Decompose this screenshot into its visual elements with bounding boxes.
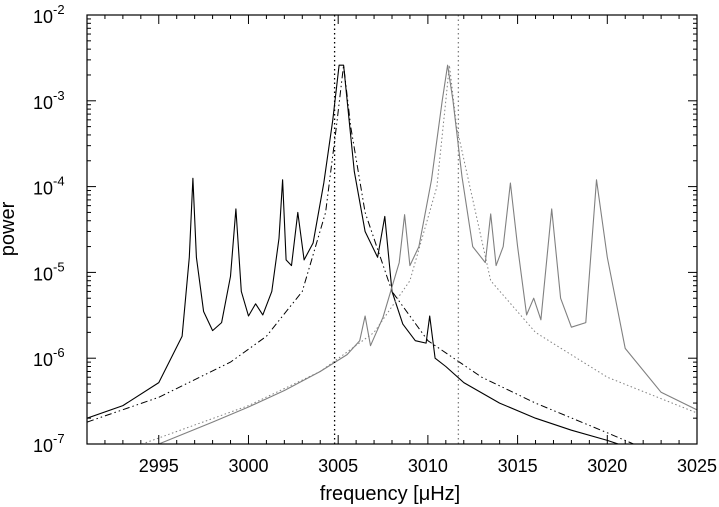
y-tick-label: 10-3	[33, 88, 65, 113]
y-tick-labels: 10-7 10-6 10-5 10-4 10-3 10-2	[33, 2, 65, 456]
y-axis-title: power	[0, 201, 19, 256]
x-tick-label: 3020	[587, 456, 627, 476]
reference-lines	[333, 15, 460, 444]
x-tick-label: 3010	[408, 456, 448, 476]
y-tick-label: 10-4	[33, 174, 65, 199]
x-tick-label: 3015	[498, 456, 538, 476]
series-layer	[87, 64, 697, 444]
x-tick-labels: 2995 3000 3005 3010 3015 3020 3025	[139, 456, 717, 476]
series-line-1	[87, 64, 620, 444]
x-tick-label: 3025	[677, 456, 717, 476]
y-tick-label: 10-5	[33, 259, 65, 284]
x-tick-label: 3000	[228, 456, 268, 476]
axis-ticks	[86, 14, 698, 445]
series-line-4	[140, 64, 697, 444]
x-axis-title: frequency [μHz]	[320, 483, 460, 505]
x-tick-label: 2995	[139, 456, 179, 476]
y-tick-label: 10-6	[33, 345, 65, 370]
y-tick-label: 10-2	[33, 2, 65, 27]
series-line-2	[87, 64, 635, 444]
series-line-3	[156, 64, 697, 444]
plot-frame	[86, 14, 698, 445]
y-tick-label: 10-7	[33, 431, 65, 456]
x-tick-label: 3005	[318, 456, 358, 476]
